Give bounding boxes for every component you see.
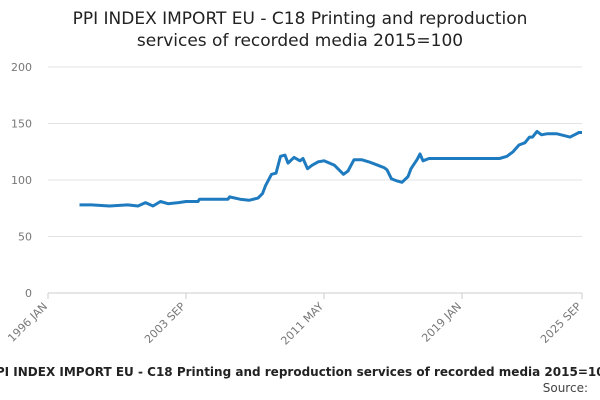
y-tick-label: 200 [11, 61, 32, 74]
x-tick-label: 2025 SEP [538, 300, 584, 346]
title-line: services of recorded media 2015=100 [137, 31, 463, 51]
y-tick-label: 0 [25, 287, 32, 300]
y-tick-label: 50 [18, 231, 32, 244]
x-tick-label: 2019 JAN [419, 300, 464, 345]
x-tick-label: 2003 SEP [142, 300, 188, 346]
title-line: PPI INDEX IMPORT EU - C18 Printing and r… [73, 9, 528, 29]
source: Source: [543, 381, 588, 395]
x-tick-label: 1996 JAN [5, 300, 50, 345]
y-tick-label: 100 [11, 174, 32, 187]
line-series [79, 129, 582, 208]
chart-title: PPI INDEX IMPORT EU - C18 Printing and r… [73, 9, 528, 51]
footer-title: PPI INDEX IMPORT EU - C18 Printing and r… [0, 365, 600, 379]
x-tick-label: 2011 MAY [278, 300, 326, 348]
y-tick-label: 150 [11, 118, 32, 131]
